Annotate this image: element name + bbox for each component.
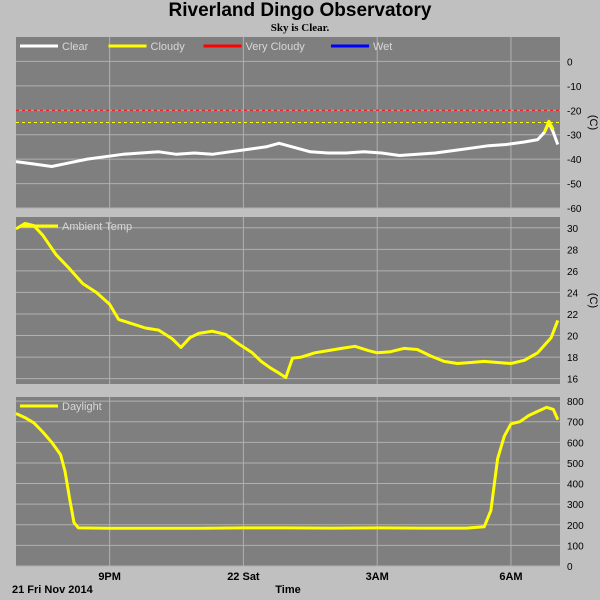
x-axis-label: Time <box>275 584 300 596</box>
plot-area <box>16 397 560 566</box>
y-tick-label: -20 <box>567 106 582 117</box>
y-unit-label: (C) <box>587 115 599 130</box>
legend-label: Wet <box>373 41 392 53</box>
sky-temp-panel: 0 -10 -20 -30 -40 -50 -60 Clear Cloudy Very Cloud… <box>15 37 599 215</box>
y-tick-label: 200 <box>567 521 584 532</box>
y-tick-label: -30 <box>567 131 582 142</box>
x-tick-label: 3AM <box>366 571 389 583</box>
y-tick-label: -40 <box>567 155 582 166</box>
series-line <box>15 222 560 379</box>
y-tick-label: 100 <box>567 541 584 552</box>
y-tick-label: 16 <box>567 375 579 386</box>
y-tick-label: 28 <box>567 245 579 256</box>
legend-label: Very Cloudy <box>246 41 306 53</box>
y-tick-label: -10 <box>567 82 582 93</box>
y-tick-label: 800 <box>567 397 584 408</box>
y-tick-label: 24 <box>567 288 579 299</box>
y-tick-label: -60 <box>567 204 582 215</box>
y-tick-label: 26 <box>567 267 579 278</box>
series-line <box>15 405 560 530</box>
x-tick-label: 9PM <box>98 571 121 583</box>
plot-area <box>16 217 560 384</box>
y-unit-label: (C) <box>587 293 599 308</box>
legend-label: Ambient Temp <box>62 221 132 233</box>
legend-label: Clear <box>62 41 89 53</box>
series-line <box>543 119 555 133</box>
y-tick-label: 500 <box>567 459 584 470</box>
date-label: 21 Fri Nov 2014 <box>12 584 94 596</box>
daylight-panel: 800 700 600 500 400 300 200 100 0 Daylight <box>15 397 584 573</box>
time-axis: 9PM 22 Sat 3AM 6AM <box>98 571 522 583</box>
x-tick-label: 22 Sat <box>227 571 260 583</box>
legend-label: Cloudy <box>151 41 186 53</box>
y-tick-label: 600 <box>567 438 584 449</box>
y-tick-label: 700 <box>567 418 584 429</box>
legend-label: Daylight <box>62 401 102 413</box>
page-title: Riverland Dingo Observatory <box>168 0 432 21</box>
y-tick-label: -50 <box>567 180 582 191</box>
y-tick-label: 22 <box>567 310 579 321</box>
y-tick-label: 0 <box>567 562 573 573</box>
y-tick-label: 20 <box>567 332 579 343</box>
ambient-temp-panel: 30 28 26 24 22 20 18 16 Ambient Temp (C) <box>15 217 599 386</box>
y-tick-label: 30 <box>567 224 579 235</box>
y-tick-label: 0 <box>567 57 573 68</box>
sky-status: Sky is Clear. <box>270 22 330 34</box>
y-tick-label: 400 <box>567 480 584 491</box>
y-tick-label: 300 <box>567 500 584 511</box>
y-tick-label: 18 <box>567 353 579 364</box>
x-tick-label: 6AM <box>499 571 522 583</box>
series-line <box>15 121 560 168</box>
